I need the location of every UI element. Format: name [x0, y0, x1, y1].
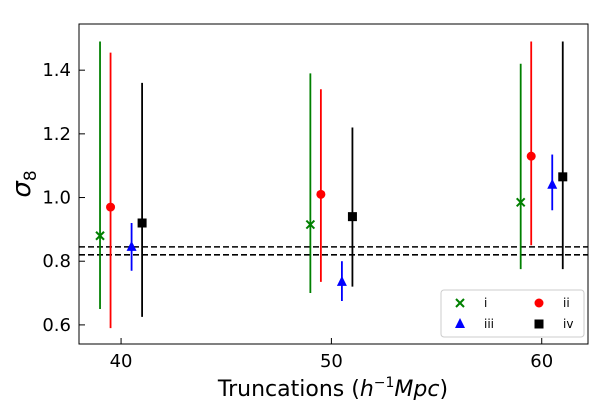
data-point-iii	[336, 275, 347, 286]
y-axis-ticks: 0.6 0.8 1.0 1.2 1.4	[42, 60, 85, 336]
legend-marker-iii	[455, 318, 465, 328]
legend-marker-iv	[534, 319, 544, 329]
x-tick-label: 40	[110, 351, 133, 372]
legend-item-i: i	[455, 296, 487, 310]
x-tick-label: 50	[320, 351, 343, 372]
x-axis-label-h: h	[360, 377, 374, 400]
data-point-ii	[316, 189, 326, 199]
data-point-ii	[526, 151, 536, 161]
legend-item-iii: iii	[455, 317, 494, 331]
plot-area	[79, 41, 588, 329]
y-tick-label: 1.2	[42, 124, 71, 145]
data-point-iii	[547, 178, 558, 189]
legend-label-i: i	[484, 296, 487, 310]
x-axis-label-mpc: Mpc	[394, 377, 439, 400]
y-tick-label: 1.4	[42, 60, 71, 81]
data-point-iii	[126, 240, 137, 251]
data-point-i	[305, 219, 316, 230]
y-tick-label: 1.0	[42, 188, 71, 209]
y-axis-label-subscript: 8	[21, 170, 41, 181]
x-axis-label: Truncations (h−1Mpc)	[217, 375, 448, 400]
y-tick-label: 0.6	[42, 315, 71, 336]
legend-item-iv: iv	[534, 317, 573, 331]
legend-label-ii: ii	[563, 296, 570, 310]
data-point-ii	[106, 202, 116, 212]
legend-marker-i	[455, 298, 465, 308]
data-markers	[95, 151, 568, 286]
data-point-i	[515, 197, 526, 208]
y-tick-label: 0.8	[42, 251, 71, 272]
legend-label-iii: iii	[484, 317, 494, 331]
x-axis-label-exponent: −1	[374, 375, 395, 391]
data-point-iv	[137, 218, 147, 228]
error-bars	[99, 41, 564, 329]
data-point-iv	[558, 172, 568, 182]
data-point-iv	[347, 212, 357, 222]
x-axis-ticks: 40 50 60	[110, 338, 553, 372]
legend-item-ii: ii	[534, 296, 570, 310]
legend-label-iv: iv	[563, 317, 573, 331]
data-point-i	[95, 231, 105, 241]
reference-lines	[79, 246, 588, 256]
legend-box	[440, 289, 585, 338]
y-axis-label: σ8	[7, 170, 41, 197]
y-axis-label-sigma: σ	[7, 180, 37, 198]
legend-marker-ii	[534, 298, 544, 308]
x-tick-label: 60	[530, 351, 553, 372]
plot-frame	[78, 23, 589, 345]
